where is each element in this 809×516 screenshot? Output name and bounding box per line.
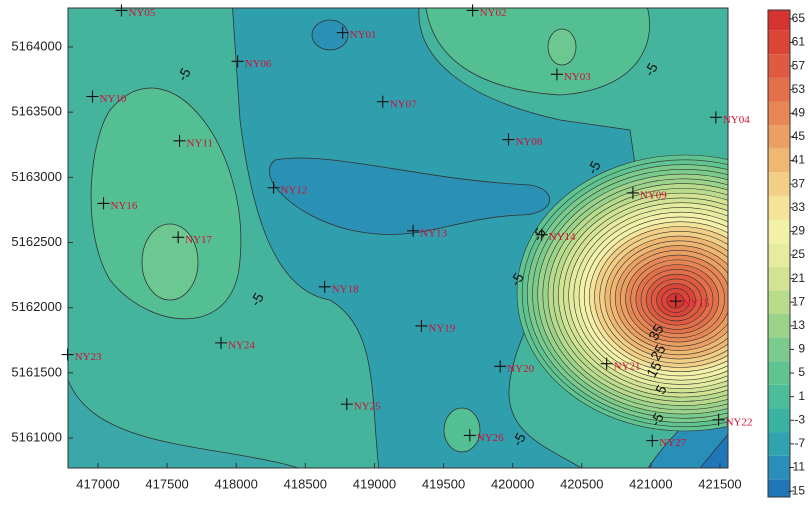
well-label: NY05 (128, 7, 155, 19)
x-tick-label: 418500 (284, 476, 327, 491)
well-label: NY14 (549, 231, 576, 243)
well-label: NY18 (332, 283, 359, 295)
well-label: NY03 (564, 71, 591, 83)
field-region (444, 408, 480, 452)
colorbar-band (768, 385, 790, 409)
x-tick-label: 421000 (629, 476, 672, 491)
colorbar-band (768, 290, 790, 314)
colorbar-label: 1 (798, 389, 805, 403)
colorbar-label: 49 (792, 105, 806, 119)
colorbar-label: 53 (792, 82, 806, 96)
colorbar-label: -7 (794, 436, 805, 450)
y-tick-label: 5162500 (11, 234, 62, 249)
colorbar-band (768, 31, 790, 55)
colorbar-band (768, 149, 790, 173)
colorbar-band (768, 408, 790, 432)
well-label: NY20 (507, 363, 534, 375)
colorbar-band (768, 78, 790, 102)
x-tick-label: 420500 (560, 476, 603, 491)
x-tick-label: 419500 (422, 476, 465, 491)
colorbar-band (768, 10, 790, 31)
well-label: NY13 (420, 227, 447, 239)
colorbar-band (768, 338, 790, 362)
y-tick-label: 5162000 (11, 299, 62, 314)
well-label: NY01 (350, 29, 377, 41)
colorbar-label: 65 (792, 11, 806, 25)
colorbar-label: 41 (792, 153, 806, 167)
colorbar-label: 57 (792, 58, 806, 72)
x-tick-label: 418000 (215, 476, 258, 491)
colorbar-label: 21 (792, 271, 806, 285)
y-tick-label: 5164000 (11, 38, 62, 53)
well-label: NY23 (75, 351, 102, 363)
colorbar-band (768, 267, 790, 291)
well-label: NY08 (516, 136, 543, 148)
x-tick-label: 417000 (76, 476, 119, 491)
colorbar-label: 37 (792, 176, 806, 190)
x-tick-label: 417500 (145, 476, 188, 491)
well-label: NY22 (726, 416, 753, 428)
well-label: NY11 (187, 137, 213, 149)
colorbar-band (768, 456, 790, 480)
well-label: NY02 (480, 7, 507, 19)
well-label: NY26 (477, 432, 504, 444)
colorbar-band (768, 361, 790, 385)
y-tick-label: 5163500 (11, 104, 62, 119)
y-tick-label: 5163000 (11, 169, 62, 184)
colorbar-label: 25 (792, 247, 806, 261)
y-tick-label: 5161000 (11, 429, 62, 444)
colorbar-band (768, 101, 790, 125)
colorbar-label: 13 (792, 318, 806, 332)
colorbar-label: -3 (794, 412, 805, 426)
well-label: NY04 (723, 114, 750, 126)
colorbar-band (768, 54, 790, 78)
colorbar-label: 17 (792, 294, 806, 308)
colorbar-band (768, 196, 790, 220)
x-tick-label: 420000 (491, 476, 534, 491)
x-tick-label: 421500 (698, 476, 741, 491)
well-label: NY09 (640, 189, 667, 201)
colorbar-label: 5 (798, 365, 805, 379)
colorbar-label: 9 (798, 342, 805, 356)
well-label: NY16 (111, 200, 138, 212)
colorbar-label: -11 (789, 460, 806, 474)
well-label: NY15 (683, 298, 710, 310)
well-label: NY21 (614, 360, 641, 372)
colorbar-band (768, 125, 790, 149)
well-label: NY12 (281, 184, 308, 196)
well-label: NY25 (354, 401, 381, 413)
colorbar-band (768, 172, 790, 196)
well-label: NY06 (245, 58, 272, 70)
well-label: NY10 (99, 93, 126, 105)
y-tick-label: 5161500 (11, 364, 62, 379)
colorbar-band (768, 220, 790, 244)
well-label: NY24 (228, 339, 255, 351)
colorbar-label: 33 (792, 200, 806, 214)
well-label: NY07 (390, 98, 417, 110)
colorbar-band (768, 243, 790, 267)
well-label: NY27 (659, 437, 686, 449)
well-label: NY17 (185, 234, 212, 246)
colorbar-label: 29 (792, 224, 806, 238)
colorbar-band (768, 314, 790, 338)
colorbar-label: 45 (792, 129, 806, 143)
field-region (548, 29, 576, 65)
colorbar-band (768, 432, 790, 456)
colorbar-label: 61 (792, 35, 806, 49)
well-label: NY19 (428, 322, 455, 334)
x-tick-label: 419000 (353, 476, 396, 491)
